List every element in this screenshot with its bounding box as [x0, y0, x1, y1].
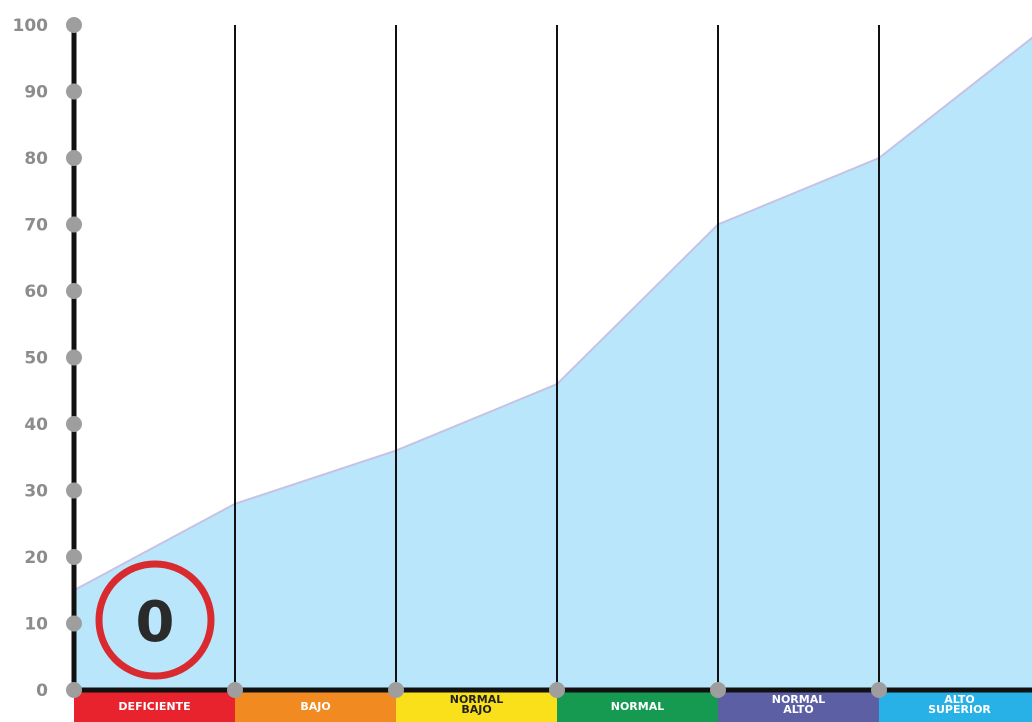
y-tick-label: 100 [13, 16, 49, 36]
score-ring [95, 560, 215, 680]
y-tick-dot [66, 150, 82, 166]
x-boundary-dot [871, 682, 887, 698]
band-label: SUPERIOR [928, 703, 991, 716]
y-tick-label: 70 [24, 216, 48, 236]
y-tick-dot [66, 216, 82, 233]
y-tick-label: 0 [36, 681, 48, 701]
x-boundary-dot [388, 682, 404, 698]
band-label: NORMAL [611, 700, 665, 713]
y-tick-label: 80 [24, 149, 48, 169]
y-tick-label: 10 [24, 615, 48, 635]
y-tick-dot [66, 482, 82, 499]
y-tick-dot [66, 615, 82, 632]
band-bajo [235, 690, 396, 722]
band-label: ALTO [944, 693, 975, 706]
x-boundary-dot [227, 682, 243, 698]
area-series [73, 36, 1032, 691]
y-tick-label: 40 [24, 415, 48, 435]
vertical-gridlines [234, 25, 880, 690]
band-label: BAJO [300, 700, 330, 713]
band-deficiente [74, 690, 235, 722]
band-normal [557, 690, 718, 722]
y-tick-dot [66, 83, 82, 100]
band-label: BAJO [461, 703, 491, 716]
band-label: NORMAL [450, 693, 504, 706]
band-normal-alto [718, 690, 879, 722]
y-tick-label: 50 [24, 349, 48, 369]
y-tick-label: 90 [24, 83, 48, 103]
band-label: DEFICIENTE [118, 700, 190, 713]
y-tick-label: 60 [24, 282, 48, 302]
y-tick-dot [66, 17, 82, 33]
band-label: ALTO [783, 703, 814, 716]
y-tick-dot [66, 283, 82, 299]
x-boundary-dot [549, 682, 565, 698]
score-value: 0 [136, 590, 175, 655]
y-tick-dot [66, 416, 82, 432]
band-label: NORMAL [772, 693, 826, 706]
band-alto-superior [879, 690, 1032, 722]
y-tick-dot [66, 549, 82, 565]
y-tick-label: 20 [24, 548, 48, 568]
y-tick-dot [66, 682, 82, 698]
x-axis-dots [227, 682, 887, 698]
y-tick-dot [66, 349, 82, 366]
y-tick-label: 30 [24, 482, 48, 502]
band-normal-bajo [396, 690, 557, 722]
x-boundary-dot [710, 682, 726, 698]
score-badge: 0 [95, 560, 215, 680]
